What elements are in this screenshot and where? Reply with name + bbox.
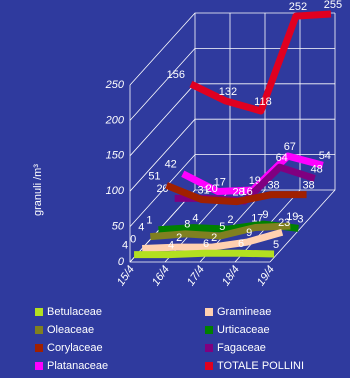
legend-swatch <box>35 362 43 370</box>
data-label: 156 <box>167 69 185 81</box>
data-label: 38 <box>302 180 314 192</box>
data-label: 20 <box>156 183 168 195</box>
legend-label: Oleaceae <box>47 324 94 336</box>
legend-label: Gramineae <box>217 306 271 318</box>
series-ribbon <box>150 222 291 241</box>
data-label: 3 <box>297 213 303 225</box>
data-label: 8 <box>184 219 190 231</box>
data-label: 67 <box>284 141 296 153</box>
legend-label: Fagaceae <box>217 342 266 354</box>
data-label: 5 <box>219 221 225 233</box>
data-label: 51 <box>148 170 160 182</box>
x-tick-label: 16/4 <box>150 264 172 288</box>
data-label: 118 <box>254 96 272 108</box>
data-label: 6 <box>238 238 244 250</box>
data-label: 64 <box>276 152 288 164</box>
legend-swatch <box>205 344 213 352</box>
data-label: 4 <box>192 213 198 225</box>
grid-line <box>129 48 335 121</box>
series-ribbon <box>165 182 307 206</box>
data-label: 5 <box>273 239 279 251</box>
data-label: 2 <box>211 232 217 244</box>
data-label: 28 <box>232 187 244 199</box>
data-label: 0 <box>130 233 136 245</box>
legend-swatch <box>205 362 213 370</box>
data-label: 9 <box>262 209 268 221</box>
series-ribbon <box>134 249 275 259</box>
data-label: 2 <box>176 232 182 244</box>
legend-label: Betulaceae <box>47 306 102 318</box>
series-ribbon <box>189 10 332 115</box>
data-label: 4 <box>168 240 174 252</box>
legend-label: Corylaceae <box>47 342 103 354</box>
data-label: 54 <box>319 150 331 162</box>
data-label: 6 <box>203 238 209 250</box>
data-label: 4 <box>122 240 128 252</box>
data-label: 31 <box>197 184 209 196</box>
data-label: 48 <box>311 163 323 175</box>
y-tick-label: 250 <box>105 79 125 91</box>
x-tick-label: 18/4 <box>220 264 242 288</box>
data-label: 17 <box>214 176 226 188</box>
data-label: 16 <box>241 186 253 198</box>
data-label: 42 <box>165 159 177 171</box>
legend-label: Platanaceae <box>47 360 108 372</box>
y-tick-label: 150 <box>106 150 125 162</box>
data-label: 132 <box>219 86 237 98</box>
axis-line <box>129 85 270 263</box>
legend-swatch <box>35 308 43 316</box>
data-label: 38 <box>267 180 279 192</box>
series-ribbon <box>142 228 284 252</box>
legend-swatch <box>205 308 213 316</box>
legend-swatch <box>35 344 43 352</box>
x-tick-label: 17/4 <box>185 264 207 288</box>
y-tick-label: 0 <box>118 256 125 268</box>
y-axis-label: granuli /m³ <box>32 164 44 216</box>
data-label: 4 <box>138 222 144 234</box>
legend-swatch <box>205 326 213 334</box>
y-tick-label: 100 <box>106 185 125 197</box>
data-label: 2 <box>227 214 233 226</box>
data-label: 19 <box>286 211 298 223</box>
data-label: 255 <box>324 0 342 11</box>
data-label: 1 <box>146 215 152 227</box>
legend-swatch <box>35 326 43 334</box>
data-label: 252 <box>289 1 307 13</box>
y-tick-label: 200 <box>105 114 125 126</box>
grid-line <box>129 12 335 86</box>
legend-label: Urticaceae <box>217 324 270 336</box>
x-tick-label: 19/4 <box>255 264 277 288</box>
wall-line <box>269 13 336 263</box>
y-tick-label: 50 <box>112 221 125 233</box>
data-label: 17 <box>251 212 263 224</box>
legend-label: TOTALE POLLINI <box>217 360 304 372</box>
data-label: 23 <box>278 217 290 229</box>
data-label: 20 <box>206 183 218 195</box>
data-label: 9 <box>246 227 252 239</box>
